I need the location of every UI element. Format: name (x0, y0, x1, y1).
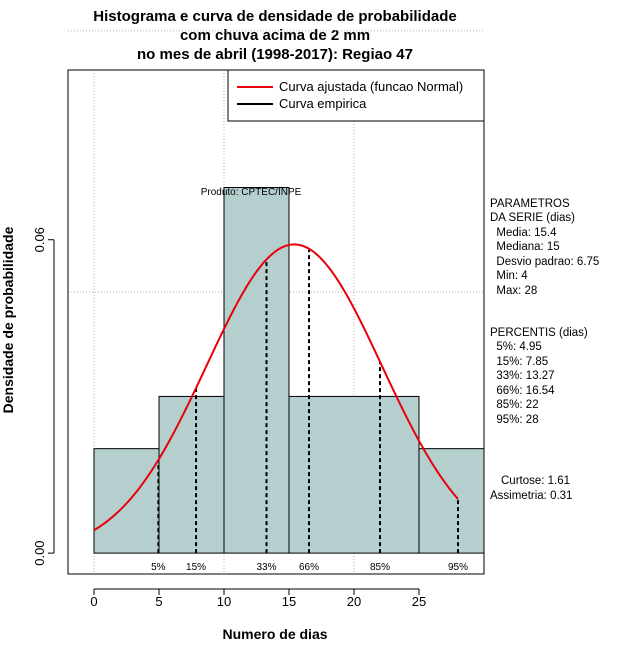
param-line: PARAMETROS (490, 198, 570, 210)
param-line: Media: 15.4 (490, 227, 557, 239)
legend-label-normal: Curva ajustada (funcao Normal) (279, 79, 463, 94)
legend-label-empirical: Curva empirica (279, 96, 367, 111)
histogram-bar (158, 395, 225, 554)
x-tick-label: 10 (217, 594, 231, 609)
chart-title-line-3: no mes de abril (1998-2017): Regiao 47 (137, 46, 413, 63)
legend: Curva ajustada (funcao Normal) Curva emp… (227, 69, 485, 122)
y-tick-label: 0.06 (32, 227, 47, 252)
histogram-bar (223, 187, 290, 554)
percentile-label-15: 15% (186, 562, 206, 573)
x-tick-label: 20 (347, 594, 361, 609)
histogram-bar (288, 395, 420, 554)
param-line: Desvio padrao: 6.75 (490, 256, 599, 268)
percentile-label-66: 66% (299, 562, 319, 573)
legend-box (227, 69, 485, 122)
skewness-text: Assimetria: 0.31 (490, 490, 572, 502)
param-line: Mediana: 15 (490, 241, 560, 253)
x-axis-title: Numero de dias (222, 626, 327, 642)
param-line: Max: 28 (490, 285, 537, 297)
x-tick-label: 5 (155, 594, 162, 609)
percentile-line: 5%: 4.95 (490, 341, 542, 353)
histogram-bars (93, 187, 485, 554)
y-axis-title: Densidade de probabilidade (0, 226, 16, 413)
percentile-label-5: 5% (151, 562, 166, 573)
parameters-panel: PARAMETROS DA SERIE (dias) Media: 15.4 M… (490, 198, 599, 297)
percentile-lines (157, 248, 459, 554)
param-line: Min: 4 (490, 270, 528, 282)
chart-title-line-1: Histograma e curva de densidade de proba… (93, 8, 456, 25)
y-tick-label: 0.00 (32, 540, 47, 565)
percentile-line: 85%: 22 (490, 399, 539, 411)
percentile-line: 95%: 28 (490, 414, 539, 426)
chart-title-line-2: com chuva acima de 2 mm (180, 27, 370, 44)
percentile-line: 15%: 7.85 (490, 356, 548, 368)
x-tick-label: 0 (90, 594, 97, 609)
percentile-line: 66%: 16.54 (490, 385, 555, 397)
product-annotation: Produto: CPTEC/INPE (201, 187, 302, 198)
normal-curve (93, 243, 459, 532)
histogram-bar (418, 448, 485, 554)
histogram-bar (93, 448, 160, 554)
axes: 0 5 10 15 20 25 0.00 0.06 (32, 227, 426, 609)
percentile-label-85: 85% (370, 562, 390, 573)
param-line: DA SERIE (dias) (490, 212, 575, 224)
percentile-labels: 5% 15% 33% 66% 85% 95% (151, 562, 468, 573)
x-tick-label: 15 (282, 594, 296, 609)
percentile-label-33: 33% (257, 562, 277, 573)
percentiles-panel: PERCENTIS (dias) 5%: 4.95 15%: 7.85 33%:… (490, 327, 588, 426)
percentile-line: 33%: 13.27 (490, 370, 555, 382)
normal-curve-line (93, 243, 459, 532)
percentile-line: PERCENTIS (dias) (490, 327, 588, 339)
x-tick-label: 25 (412, 594, 426, 609)
percentile-label-95: 95% (448, 562, 468, 573)
kurtosis-text: Curtose: 1.61 (501, 475, 570, 487)
